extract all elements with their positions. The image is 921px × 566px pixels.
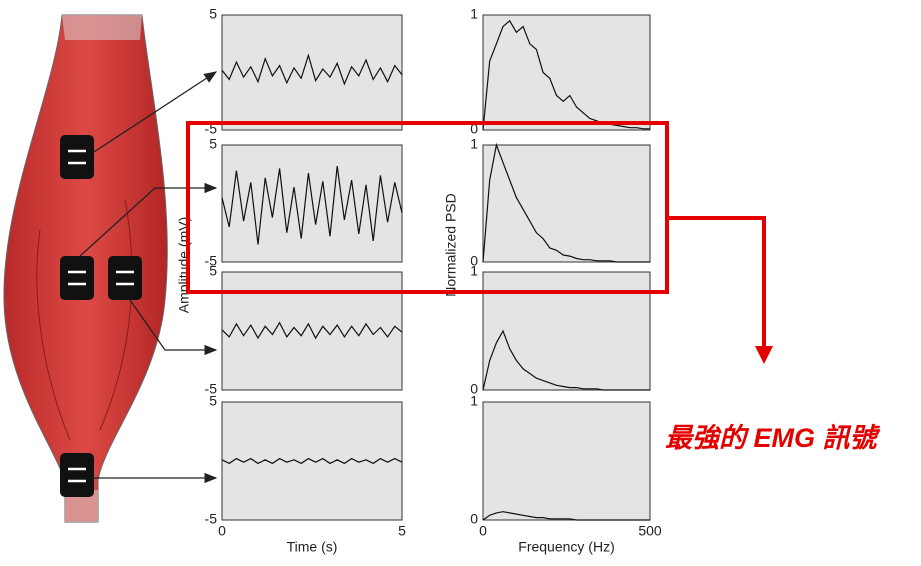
trace bbox=[221, 53, 403, 86]
y-tick-label: -5 bbox=[205, 253, 218, 269]
y-tick-label: 1 bbox=[470, 263, 478, 279]
x-tick-label: 500 bbox=[638, 523, 662, 539]
x-tick-label: 0 bbox=[479, 523, 487, 539]
y-tick-label: 5 bbox=[209, 6, 217, 22]
plot-area bbox=[482, 14, 651, 131]
y-tick-label: 5 bbox=[209, 393, 217, 409]
annotation: 最強的 EMG 訊號 bbox=[665, 423, 882, 453]
y-tick-label: 1 bbox=[470, 6, 478, 22]
y-tick-label: -5 bbox=[205, 381, 218, 397]
y-tick-label: 0 bbox=[470, 511, 478, 527]
y-tick-label: 1 bbox=[470, 136, 478, 152]
trace bbox=[221, 457, 403, 465]
y-tick-label: 1 bbox=[470, 393, 478, 409]
trace bbox=[221, 166, 403, 245]
y-tick-label: 0 bbox=[470, 253, 478, 269]
x-tick-label: 5 bbox=[398, 523, 406, 539]
plot-area bbox=[221, 144, 403, 263]
muscle-diagram bbox=[3, 14, 218, 523]
y-tick-label: -5 bbox=[205, 511, 218, 527]
x-tick-label: 0 bbox=[218, 523, 226, 539]
trace bbox=[482, 19, 650, 131]
trace bbox=[482, 329, 650, 391]
highlight bbox=[186, 121, 766, 350]
y-tick-label: 5 bbox=[209, 263, 217, 279]
x-axis-label: Frequency (Hz) bbox=[518, 539, 614, 555]
y-tick-label: 0 bbox=[470, 121, 478, 137]
plot-area bbox=[221, 14, 403, 131]
trace bbox=[482, 511, 650, 521]
y-axis-label: Normalized PSD bbox=[443, 193, 459, 296]
trace bbox=[221, 321, 403, 340]
plot-area bbox=[482, 144, 651, 263]
arrow-head bbox=[755, 346, 773, 364]
trace bbox=[482, 142, 650, 263]
y-tick-label: 5 bbox=[209, 136, 217, 152]
plot-area bbox=[482, 271, 651, 391]
y-tick-label: 0 bbox=[470, 381, 478, 397]
plot-area bbox=[482, 401, 651, 521]
x-axis-label: Time (s) bbox=[287, 539, 338, 555]
